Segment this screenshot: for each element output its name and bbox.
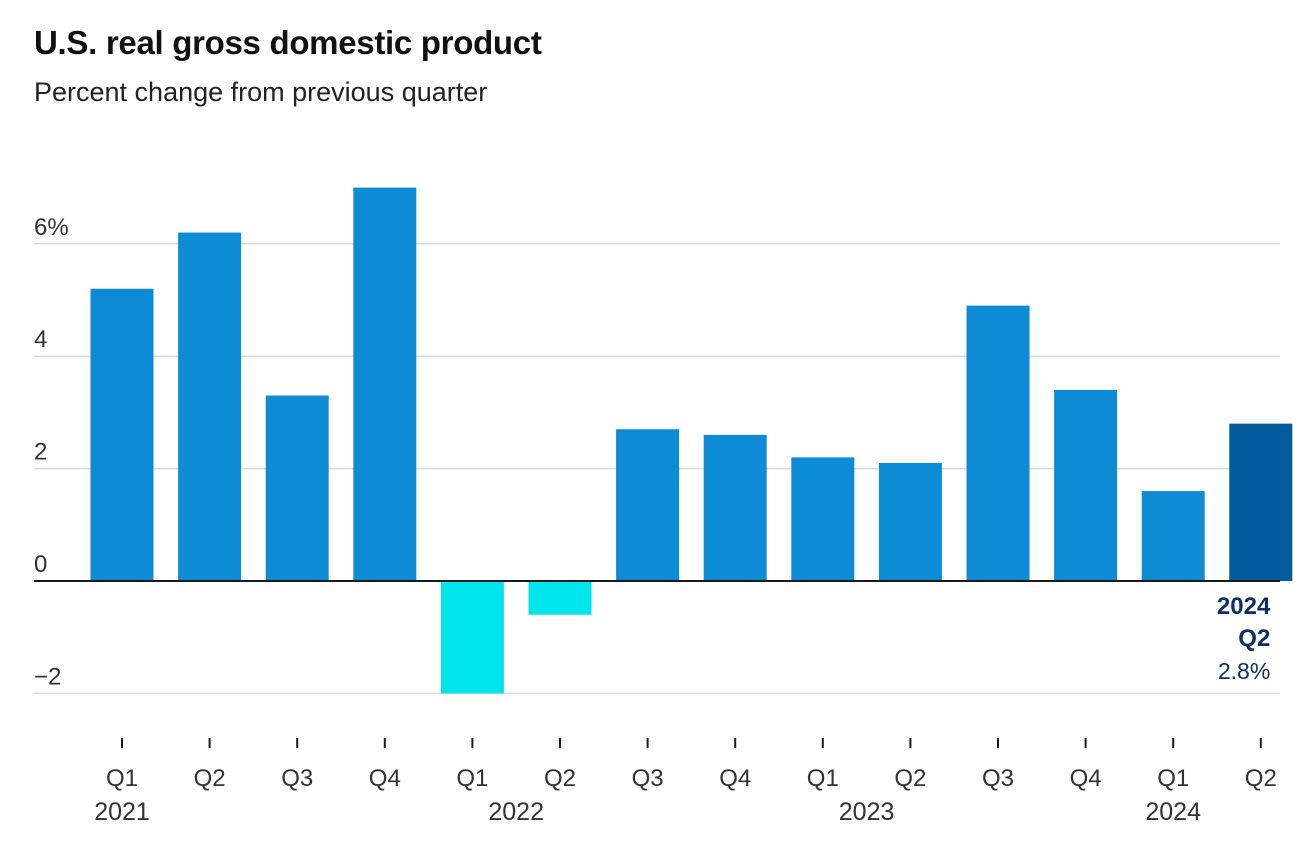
- bar: [265, 395, 329, 581]
- highlight-callout: 2024 Q2 2.8%: [1217, 593, 1271, 684]
- x-tick-label: Q2: [1245, 765, 1277, 792]
- callout-value: 2.8%: [1218, 658, 1270, 684]
- chart-subtitle: Percent change from previous quarter: [34, 77, 488, 107]
- year-label: 2023: [839, 798, 895, 826]
- year-label: 2024: [1145, 798, 1201, 826]
- year-label: 2021: [94, 798, 150, 826]
- bar: [178, 232, 242, 581]
- callout-year: 2024: [1217, 593, 1271, 620]
- x-tick-label: Q4: [719, 765, 751, 792]
- bar: [1141, 491, 1205, 581]
- x-tick-label: Q3: [632, 765, 664, 792]
- bar-layer: [90, 187, 1293, 694]
- year-label: 2022: [488, 798, 544, 826]
- x-tick-label: Q1: [456, 765, 488, 792]
- bar: [440, 581, 504, 694]
- y-tick-labels: −2 0 2 4 6%: [34, 214, 69, 691]
- x-tick-label: Q2: [544, 765, 576, 792]
- x-tick-label: Q3: [281, 765, 313, 792]
- x-tick-label: Q2: [194, 765, 226, 792]
- bar: [528, 581, 592, 615]
- bar: [1054, 389, 1118, 581]
- y-tick-label: 6%: [34, 214, 69, 241]
- x-tick-label: Q1: [106, 765, 138, 792]
- x-tick-label: Q2: [894, 765, 926, 792]
- y-tick-label: 0: [34, 551, 47, 578]
- bar: [353, 187, 417, 581]
- bar: [1229, 423, 1293, 581]
- chart-title: U.S. real gross domestic product: [34, 24, 542, 61]
- bar: [878, 462, 942, 581]
- x-tick-label: Q1: [807, 765, 839, 792]
- bar: [703, 434, 767, 581]
- bar: [791, 457, 855, 581]
- x-tick-label: Q4: [1070, 765, 1102, 792]
- y-tick-label: 2: [34, 439, 47, 466]
- x-tick-label: Q4: [369, 765, 401, 792]
- bar: [616, 429, 680, 581]
- x-tick-label: Q3: [982, 765, 1014, 792]
- x-tick-labels: Q1 Q2 Q3 Q4 Q1 Q2 Q3 Q4 Q1 Q2 Q3 Q4 Q1 Q2 2021 2022 2023…: [94, 765, 1277, 826]
- y-tick-label: 4: [34, 326, 47, 353]
- y-tick-label: −2: [34, 663, 61, 690]
- x-tick-label: Q1: [1157, 765, 1189, 792]
- bar: [90, 288, 154, 581]
- bar: [966, 305, 1030, 581]
- axis-layer: [34, 580, 1280, 748]
- callout-quarter: Q2: [1238, 625, 1270, 652]
